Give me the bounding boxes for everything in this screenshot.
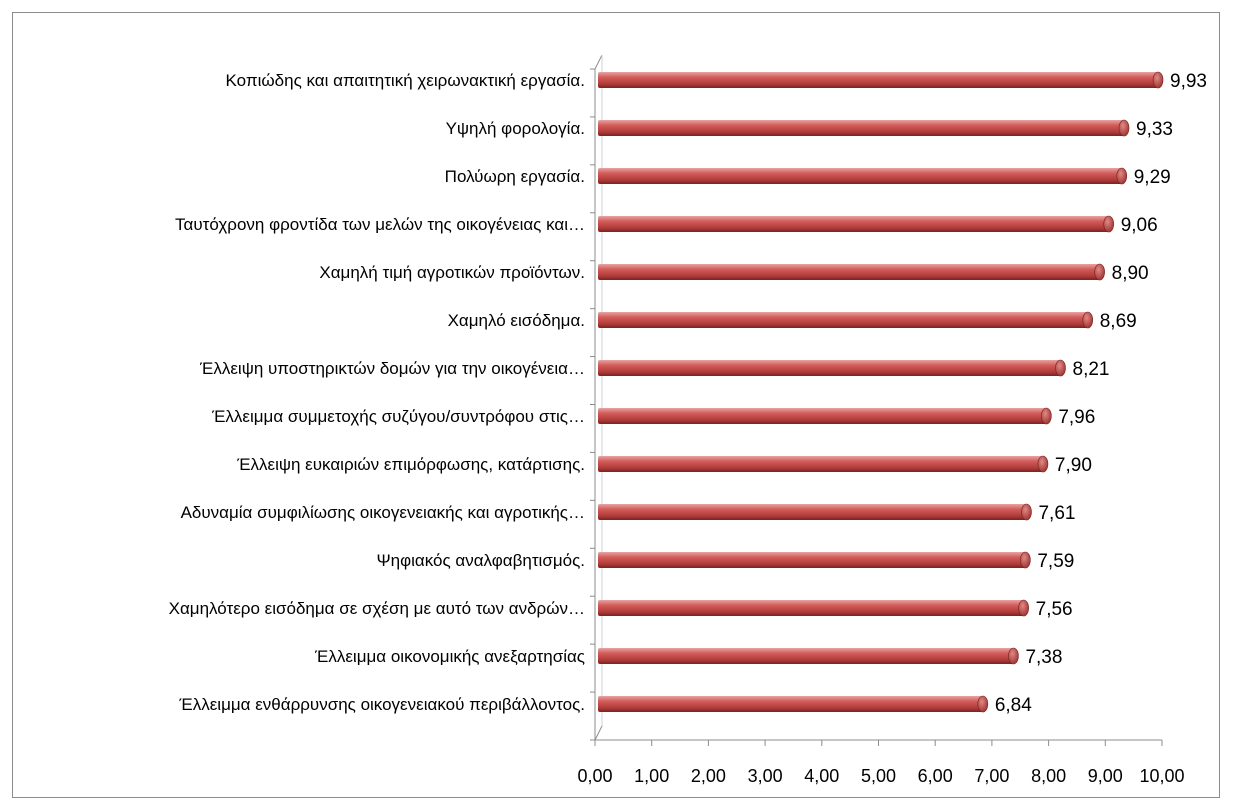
category-label: Έλλειμμα συμμετοχής συζύγου/συντρόφου στ… [211, 407, 585, 426]
category-label: Χαμηλή τιμή αγροτικών προϊόντων. [319, 263, 585, 282]
data-label: 7,56 [1036, 599, 1073, 620]
bar-cap [1041, 407, 1052, 425]
category-label: Πολύωρη εργασία. [445, 167, 585, 186]
x-tick-label: 3,00 [748, 766, 783, 786]
bar-body [598, 456, 1043, 472]
bar-cap [977, 695, 989, 713]
chart-area [12, 12, 1220, 798]
bar-cap [1103, 215, 1115, 233]
data-label: 9,29 [1134, 167, 1171, 188]
x-tick-label: 4,00 [804, 766, 839, 786]
category-label: Έλλειψη υποστηρικτών δομών για την οικογ… [199, 359, 585, 378]
bar-cap [1082, 311, 1094, 329]
data-label: 8,21 [1073, 359, 1110, 380]
category-label: Έλλειψη ευκαιριών επιμόρφωσης, κατάρτιση… [236, 455, 585, 474]
bar-body [598, 504, 1027, 520]
bar [598, 647, 1019, 665]
bar-cap [1020, 551, 1031, 569]
category-label: Ταυτόχρονη φροντίδα των μελών της οικογέ… [175, 215, 585, 234]
x-tick-label: 1,00 [634, 766, 669, 786]
bar [598, 167, 1128, 185]
bar [598, 71, 1164, 89]
bar-body [598, 312, 1088, 328]
data-label: 7,90 [1055, 455, 1092, 476]
bar-body [598, 120, 1125, 136]
category-label: Χαμηλό εισόδημα. [448, 311, 585, 330]
category-label: Υψηλή φορολογία. [446, 119, 585, 138]
data-label: 8,90 [1112, 263, 1149, 284]
x-tick-label: 6,00 [918, 766, 953, 786]
bar [598, 215, 1115, 233]
bar [598, 599, 1029, 617]
data-label: 6,84 [995, 695, 1032, 716]
axes [590, 54, 1163, 746]
bar-body [598, 216, 1109, 232]
bar-body [598, 552, 1026, 568]
bar-body [598, 408, 1047, 424]
category-label: Κοπιώδης και απαιτητική χειρωνακτική εργ… [226, 71, 585, 90]
data-label: 9,33 [1136, 119, 1173, 140]
x-tick-label: 2,00 [691, 766, 726, 786]
data-label: 7,38 [1025, 647, 1062, 668]
bar-cap [1021, 503, 1032, 521]
bar-body [598, 648, 1014, 664]
x-tick-label: 7,00 [974, 766, 1009, 786]
bar-cap [1008, 647, 1019, 665]
bar-cap [1037, 455, 1049, 473]
data-label: 7,96 [1058, 407, 1095, 428]
x-tick-label: 10,00 [1139, 766, 1184, 786]
bar-cap [1152, 71, 1164, 89]
bar-cap [1116, 167, 1128, 185]
y-axis-depth-line [594, 54, 603, 70]
bar-cap [1055, 359, 1066, 377]
bar [598, 551, 1031, 569]
x-tick-label: 0,00 [577, 766, 612, 786]
labels: 0,00 1,00 2,00 3,00 4,00 5,00 6,00 7,00 8,00 9,00… [169, 71, 1207, 786]
bar [598, 695, 989, 713]
category-label: Έλλειμμα ενθάρρυνσης οικογενειακού περιβ… [178, 695, 585, 714]
bar-body [598, 72, 1159, 88]
x-tick-label: 5,00 [861, 766, 896, 786]
bar-cap [1094, 263, 1105, 281]
bar [598, 119, 1130, 137]
bar-cap [1018, 599, 1029, 617]
category-label: Έλλειμμα οικονομικής ανεξαρτησίας [314, 647, 585, 666]
x-axis-depth-line [594, 725, 603, 741]
bar-body [598, 168, 1122, 184]
category-label: Χαμηλότερο εισόδημα σε σχέση με αυτό των… [169, 599, 585, 618]
bar-body [598, 600, 1024, 616]
category-label: Αδυναμία συμφιλίωσης οικογενειακής και α… [181, 503, 585, 522]
bars [598, 71, 1164, 713]
bar [598, 503, 1032, 521]
bar-cap [1118, 119, 1130, 137]
data-label: 8,69 [1100, 311, 1137, 332]
data-label: 7,59 [1037, 551, 1074, 572]
bar [598, 407, 1052, 425]
data-label: 9,93 [1170, 71, 1207, 92]
x-tick-label: 8,00 [1031, 766, 1066, 786]
x-tick-label: 9,00 [1088, 766, 1123, 786]
bar-body [598, 696, 983, 712]
bar [598, 311, 1094, 329]
bar-body [598, 264, 1100, 280]
data-label: 7,61 [1038, 503, 1075, 524]
bar [598, 263, 1105, 281]
bar [598, 455, 1049, 473]
bar-body [598, 360, 1061, 376]
bar [598, 359, 1066, 377]
category-label: Ψηφιακός αναλφαβητισμός. [376, 551, 585, 570]
data-label: 9,06 [1121, 215, 1158, 236]
